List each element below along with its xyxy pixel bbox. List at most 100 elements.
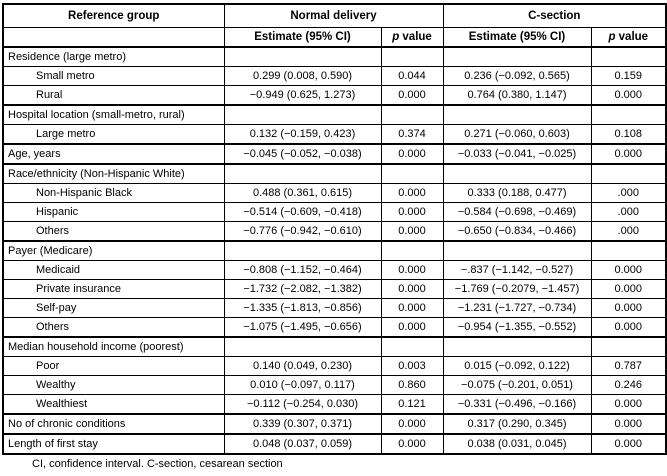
header-sub-row: Estimate (95% CI) p value Estimate (95% … [2, 27, 667, 48]
row-label: Non-Hispanic Black [2, 183, 225, 203]
csection-pvalue-cell: 0.787 [590, 356, 667, 376]
csection-pvalue-cell [590, 336, 667, 357]
normal-pvalue-cell: 0.000 [380, 317, 444, 338]
csection-pvalue-cell: 0.000 [590, 143, 667, 165]
row-label: Payer (Medicare) [2, 240, 225, 261]
row-label: Hospital location (small-metro, rural) [2, 104, 225, 125]
p-italic: p [392, 31, 400, 43]
table-row: Residence (large metro) [2, 46, 667, 67]
normal-estimate-cell: −0.776 (−0.942, −0.610) [223, 221, 382, 242]
row-label: Private insurance [2, 279, 225, 299]
reference-group-subheader-empty [2, 27, 225, 48]
normal-estimate-cell [223, 163, 382, 184]
normal-estimate-cell: −0.808 (−1.152, −0.464) [223, 260, 382, 280]
row-label: Median household income (poorest) [2, 336, 225, 357]
row-label: No of chronic conditions [2, 413, 225, 435]
footnote: CI, confidence interval. C-section, cesa… [32, 458, 283, 470]
csection-estimate-cell: −0.075 (−0.201, 0.051) [442, 375, 592, 395]
row-label: Wealthy [2, 375, 225, 395]
csection-pvalue-cell: .000 [590, 202, 667, 222]
row-label: Large metro [2, 124, 225, 145]
table-row: Wealthiest −0.112 (−0.254, 0.030) 0.121 … [2, 394, 667, 415]
csection-estimate-cell [442, 104, 592, 125]
table-row: Poor 0.140 (0.049, 0.230) 0.003 0.015 (−… [2, 356, 667, 376]
csection-pvalue-cell: 0.000 [590, 260, 667, 280]
csection-pvalue-cell: 0.000 [590, 433, 667, 455]
csection-pvalue-cell: 0.000 [590, 85, 667, 106]
table-row: Payer (Medicare) [2, 240, 667, 261]
normal-estimate-cell: −0.514 (−0.609, −0.418) [223, 202, 382, 222]
table-row: Length of first stay 0.048 (0.037, 0.059… [2, 433, 667, 455]
normal-pvalue-cell: 0.044 [380, 66, 444, 86]
table-body: Residence (large metro) Small metro 0.29… [2, 46, 667, 455]
table-row: Small metro 0.299 (0.008, 0.590) 0.044 0… [2, 66, 667, 86]
row-label: Small metro [2, 66, 225, 86]
normal-estimate-cell [223, 240, 382, 261]
normal-pvalue-cell [380, 240, 444, 261]
normal-estimate-header: Estimate (95% CI) [223, 27, 382, 48]
normal-pvalue-cell [380, 46, 444, 67]
reference-group-header: Reference group [2, 3, 225, 28]
row-label: Length of first stay [2, 433, 225, 455]
csection-estimate-cell: 0.317 (0.290, 0.345) [442, 413, 592, 435]
regression-table: Reference group Normal delivery C-sectio… [2, 3, 667, 455]
table-row: Rural −0.949 (0.625, 1.273) 0.000 0.764 … [2, 85, 667, 106]
csection-pvalue-cell: .000 [590, 183, 667, 203]
header-group-row: Reference group Normal delivery C-sectio… [2, 3, 667, 28]
table-row: Large metro 0.132 (−0.159, 0.423) 0.374 … [2, 124, 667, 145]
csection-estimate-cell: 0.333 (0.188, 0.477) [442, 183, 592, 203]
normal-pvalue-cell: 0.000 [380, 183, 444, 203]
csection-pvalue-cell: 0.108 [590, 124, 667, 145]
row-label: Rural [2, 85, 225, 106]
normal-pvalue-cell: 0.000 [380, 221, 444, 242]
csection-estimate-cell: −0.331 (−0.496, −0.166) [442, 394, 592, 415]
csection-estimate-cell [442, 163, 592, 184]
normal-pvalue-cell: 0.374 [380, 124, 444, 145]
row-label: Self-pay [2, 298, 225, 318]
csection-pvalue-cell: 0.159 [590, 66, 667, 86]
table-row: No of chronic conditions 0.339 (0.307, 0… [2, 413, 667, 435]
normal-estimate-cell: 0.010 (−0.097, 0.117) [223, 375, 382, 395]
csection-estimate-cell: −0.033 (−0.041, −0.025) [442, 143, 592, 165]
table-row: Hispanic −0.514 (−0.609, −0.418) 0.000 −… [2, 202, 667, 222]
normal-pvalue-header: p value [380, 27, 444, 48]
table-row: Medicaid −0.808 (−1.152, −0.464) 0.000 −… [2, 260, 667, 280]
csection-estimate-cell: 0.764 (0.380, 1.147) [442, 85, 592, 106]
csection-estimate-cell: −.837 (−1.142, −0.527) [442, 260, 592, 280]
table-row: Hospital location (small-metro, rural) [2, 104, 667, 125]
p-suffix: value [615, 31, 649, 43]
row-label: Race/ethnicity (Non-Hispanic White) [2, 163, 225, 184]
table-row: Median household income (poorest) [2, 336, 667, 357]
table-row: Wealthy 0.010 (−0.097, 0.117) 0.860 −0.0… [2, 375, 667, 395]
normal-estimate-cell: 0.132 (−0.159, 0.423) [223, 124, 382, 145]
csection-pvalue-cell: 0.000 [590, 413, 667, 435]
c-section-header: C-section [442, 3, 667, 28]
csection-pvalue-cell [590, 46, 667, 67]
normal-pvalue-cell: 0.003 [380, 356, 444, 376]
normal-estimate-cell: 0.339 (0.307, 0.371) [223, 413, 382, 435]
normal-pvalue-cell: 0.000 [380, 433, 444, 455]
table-row: Race/ethnicity (Non-Hispanic White) [2, 163, 667, 184]
normal-estimate-cell: −0.045 (−0.052, −0.038) [223, 143, 382, 165]
csection-pvalue-cell: 0.246 [590, 375, 667, 395]
normal-pvalue-cell: 0.000 [380, 413, 444, 435]
csection-pvalue-cell: 0.000 [590, 317, 667, 338]
row-label: Others [2, 317, 225, 338]
normal-pvalue-cell [380, 336, 444, 357]
csection-pvalue-cell: 0.000 [590, 298, 667, 318]
normal-estimate-cell [223, 336, 382, 357]
row-label: Age, years [2, 143, 225, 165]
csection-pvalue-cell [590, 240, 667, 261]
normal-pvalue-cell: 0.000 [380, 85, 444, 106]
normal-pvalue-cell: 0.000 [380, 143, 444, 165]
normal-pvalue-cell: 0.000 [380, 202, 444, 222]
p-italic: p [608, 31, 616, 43]
table-row: Others −0.776 (−0.942, −0.610) 0.000 −0.… [2, 221, 667, 242]
csection-estimate-cell: −0.650 (−0.834, −0.466) [442, 221, 592, 242]
csection-pvalue-cell: 0.000 [590, 279, 667, 299]
csection-estimate-cell: −1.231 (−1.727, −0.734) [442, 298, 592, 318]
table-row: Non-Hispanic Black 0.488 (0.361, 0.615) … [2, 183, 667, 203]
csection-pvalue-cell [590, 163, 667, 184]
normal-pvalue-cell [380, 163, 444, 184]
